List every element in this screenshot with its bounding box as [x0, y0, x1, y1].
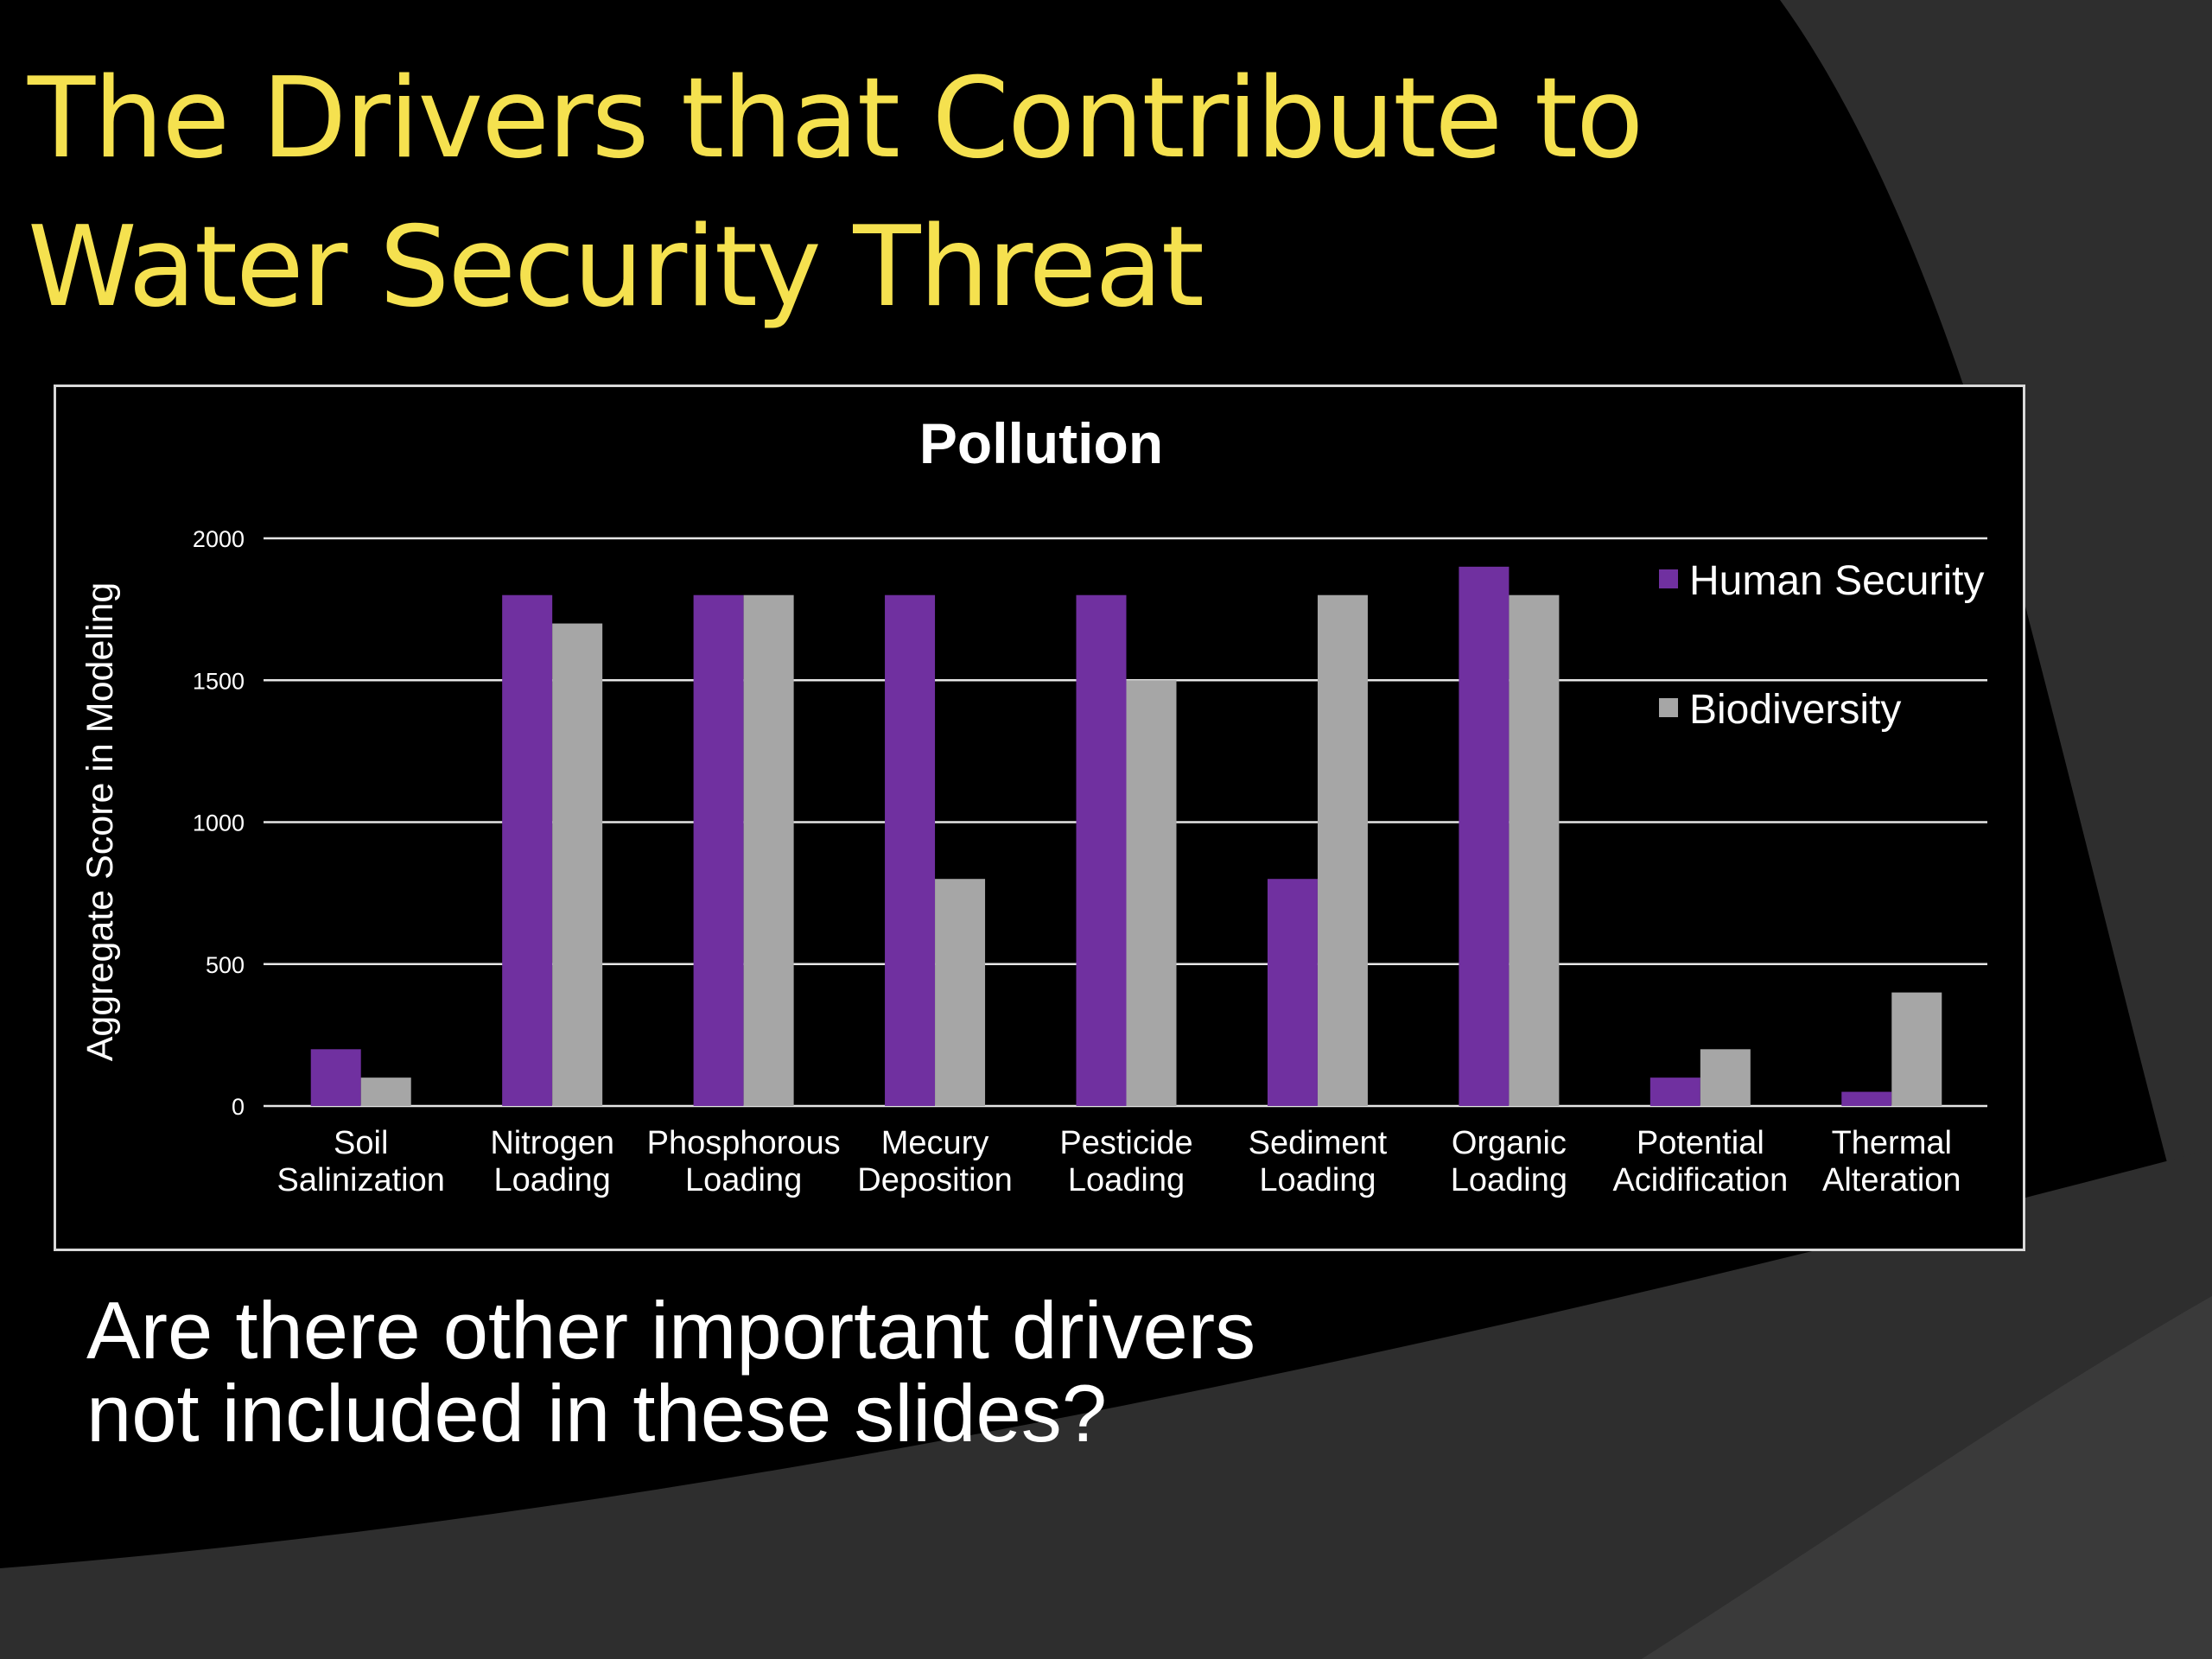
x-tick-label: Organic — [1452, 1125, 1567, 1161]
bar-biodiversity-5 — [1317, 594, 1368, 1106]
y-axis-label: Aggregate Score in Modeling — [79, 582, 121, 1062]
x-tick-label: Nitrogen — [490, 1125, 614, 1161]
background-swoosh-mid — [1642, 1296, 2212, 1659]
bar-human-security-2 — [693, 594, 744, 1106]
bar-human-security-7 — [1649, 1077, 1700, 1106]
y-tick-label: 1500 — [193, 668, 245, 694]
legend-swatch-biodiversity — [1659, 698, 1678, 717]
question-text: Are there other important drivers not in… — [86, 1289, 1555, 1455]
legend-label: Biodiversity — [1689, 687, 1901, 733]
chart-frame: 0 500 1000 1500 2000 Pollution Aggregate Score… — [54, 385, 2025, 1251]
bar-biodiversity-4 — [1126, 680, 1177, 1106]
bar-human-security-8 — [1841, 1091, 1892, 1106]
pollution-chart: 0 500 1000 1500 2000 Pollution Aggregate Score… — [79, 411, 1987, 1198]
bar-human-security-1 — [502, 594, 553, 1106]
y-tick-label: 1000 — [193, 810, 245, 836]
x-tick-label: Loading — [685, 1162, 802, 1198]
y-tick-label: 0 — [232, 1094, 245, 1120]
x-tick-label: Alteration — [1822, 1162, 1961, 1198]
question-line-1: Are there other important drivers — [86, 1285, 1256, 1376]
x-tick-label: Sediment — [1249, 1125, 1388, 1161]
question-line-2: not included in these slides? — [86, 1368, 1108, 1459]
bar-biodiversity-2 — [743, 594, 794, 1106]
x-tick-label: Acidification — [1612, 1162, 1788, 1198]
bar-human-security-4 — [1076, 594, 1127, 1106]
y-tick-label: 2000 — [193, 526, 245, 552]
x-tick-label: Thermal — [1832, 1125, 1952, 1161]
bar-human-security-5 — [1267, 879, 1318, 1106]
x-tick-label: Mecury — [881, 1125, 989, 1161]
background-swoosh-lower — [0, 1149, 2212, 1659]
x-tick-label: Deposition — [857, 1162, 1013, 1198]
bar-biodiversity-1 — [552, 623, 603, 1106]
legend-swatch-human-security — [1659, 569, 1678, 588]
x-tick-label: Phosphorous — [647, 1125, 841, 1161]
x-tick-label: Potential — [1637, 1125, 1764, 1161]
background-swoosh-upper — [1780, 0, 2212, 1322]
x-tick-label: Loading — [494, 1162, 611, 1198]
bar-biodiversity-8 — [1891, 992, 1942, 1106]
x-tick-label: Loading — [1068, 1162, 1185, 1198]
slide-title-line-1: The Drivers that Contribute to — [28, 54, 1643, 183]
bar-human-security-6 — [1459, 566, 1510, 1106]
y-tick-label: 500 — [206, 952, 245, 978]
bar-biodiversity-3 — [935, 879, 986, 1106]
bar-human-security-3 — [885, 594, 936, 1106]
bar-biodiversity-7 — [1700, 1049, 1751, 1106]
x-tick-label: Loading — [1451, 1162, 1567, 1198]
legend-label: Human Security — [1689, 558, 1984, 604]
x-tick-label: Pesticide — [1059, 1125, 1192, 1161]
chart-title: Pollution — [919, 411, 1163, 475]
slide-title: The Drivers that Contribute to Water Sec… — [28, 45, 1756, 342]
x-tick-label: Loading — [1259, 1162, 1376, 1198]
x-tick-label: Salinization — [277, 1162, 445, 1198]
x-tick-label: Soil — [334, 1125, 388, 1161]
bar-biodiversity-0 — [360, 1077, 411, 1106]
bar-human-security-0 — [310, 1049, 361, 1106]
bar-biodiversity-6 — [1509, 594, 1560, 1106]
slide-title-line-2: Water Security Threat — [28, 203, 1205, 332]
